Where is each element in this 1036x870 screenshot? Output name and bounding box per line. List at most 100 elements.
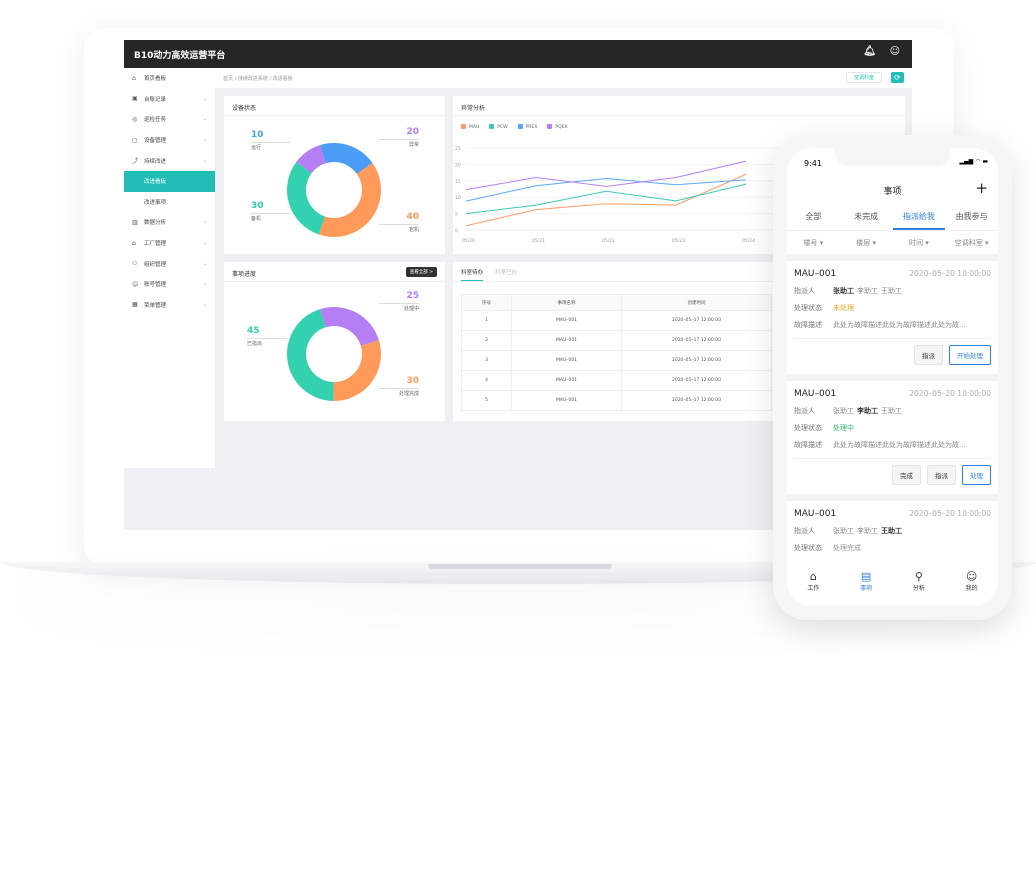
sidebar-item-label: 组织管理 — [144, 261, 167, 268]
sidebar-item[interactable]: ▦ 菜单管理 ⌄ — [124, 295, 215, 316]
dept-button[interactable]: 空调科室 — [845, 72, 882, 83]
filter-dropdown[interactable]: 空调科室 ▾ — [954, 239, 989, 247]
bell-icon[interactable]: 🔔︎ — [863, 46, 876, 57]
donut-value: 20 — [406, 127, 419, 137]
table-row[interactable]: 5 MAU–001 2020–05–17 12:00:00 — [461, 390, 772, 411]
top-bar: B10动力高效运营平台 🔔︎ ☺ — [124, 40, 912, 68]
sidebar-item-label: 改进看板 — [144, 179, 167, 186]
status-icons: ▂▄▆ ◠ ▬ — [959, 158, 988, 165]
sidebar-item[interactable]: ☺ 账号管理 ⌄ — [124, 274, 215, 295]
filter-dropdown[interactable]: 楼号 ▾ — [803, 239, 824, 247]
sidebar-item[interactable]: ▥ 数据分析 ⌄ — [124, 212, 215, 233]
add-icon[interactable]: + — [975, 179, 988, 197]
sidebar-item[interactable]: ⌂ 首页看板 — [124, 68, 215, 89]
table-row[interactable]: 3 MAU–001 2020–05–17 12:00:00 — [461, 350, 772, 371]
chevron-down-icon: ⌄ — [202, 240, 207, 247]
sidebar-item[interactable]: 改进看板 — [124, 170, 215, 192]
chevron-down-icon: ⌄ — [202, 137, 207, 144]
donut-slice-备机[interactable] — [287, 161, 325, 235]
sidebar-item-icon: ☺ — [132, 280, 139, 288]
legend-item[interactable]: PREX — [517, 124, 537, 130]
app-title: B10动力高效运营平台 — [134, 51, 226, 61]
chevron-down-icon: ⌄ — [202, 219, 207, 226]
breadcrumb[interactable]: 首页 / 持续改进系统 / 改进看板 — [223, 76, 293, 82]
nav-item-我的[interactable]: ☺ 我的 — [945, 564, 998, 606]
todo-table: 序号 事项名称 创建时间 1 MAU–001 2020–05–17 12:00:00… — [461, 294, 772, 411]
phone-screen: 9:41 ▂▄▆ ◠ ▬ 事项 + 全部 未完成 指派给我 由我参与 楼号 ▾ 楼层 ▾… — [787, 148, 998, 606]
action-button[interactable]: 完成 — [892, 465, 921, 485]
legend-swatch — [517, 124, 523, 129]
table-cell: MAU–001 — [511, 310, 622, 331]
leader-line — [379, 224, 419, 225]
table-row[interactable]: 2 MAU–001 2020–05–17 12:00:00 — [461, 330, 772, 351]
donut-label: 处理中 — [403, 306, 419, 312]
table-cell: 5 — [461, 390, 512, 411]
task-card[interactable]: MAU–001 2020–05–20 10:00:00 指派人 张助工 李助工 王助工 处理… — [787, 261, 998, 374]
filter-dropdown[interactable]: 时间 ▾ — [909, 239, 929, 247]
donut-slice-处理中[interactable] — [320, 307, 379, 346]
phone-tab[interactable]: 由我参与 — [955, 212, 988, 221]
legend-item[interactable]: MAU — [461, 124, 479, 130]
table-row[interactable]: 4 MAU–001 2020–05–17 12:00:00 — [461, 370, 772, 391]
donut-slice-运行[interactable] — [296, 145, 326, 174]
donut-slice-异常[interactable] — [320, 143, 373, 174]
action-button[interactable]: 指派 — [914, 345, 943, 365]
donut-slice-处理完成[interactable] — [333, 340, 381, 401]
leader-line — [247, 338, 287, 339]
phone-tab[interactable]: 指派给我 — [892, 206, 946, 230]
sidebar-item[interactable]: ◎ 巡检任务 ⌄ — [124, 109, 215, 130]
task-id: MAU–001 — [794, 389, 837, 399]
table-cell: 2 — [461, 330, 512, 351]
device-status-card: 设备状态 10 运行 20 异常 30 备机 40 宕机 — [224, 96, 445, 254]
sidebar-item[interactable]: ⤴ 持续改进 ⌄ — [124, 150, 215, 171]
x-tick-label: 05/24 — [742, 238, 755, 244]
action-button[interactable]: 处理 — [962, 465, 991, 485]
tab-dept-done[interactable]: 科室已办 — [495, 270, 518, 276]
task-card[interactable]: MAU–001 2020–05–20 10:00:00 指派人 张助工 李助工 王助工 处理… — [787, 381, 998, 494]
table-cell: 2020–05–17 12:00:00 — [621, 310, 772, 331]
sidebar-item[interactable]: ⚇ 组织管理 ⌄ — [124, 253, 215, 274]
action-button[interactable]: 指派 — [927, 465, 956, 485]
status-value: 处理中 — [833, 424, 854, 432]
assignee-name: 李助工 — [857, 527, 878, 535]
leader-line — [251, 142, 291, 143]
phone-tab[interactable]: 全部 — [805, 212, 822, 221]
task-card[interactable]: MAU–001 2020–05–20 10:00:00 指派人 张助工 李助工 王助工 处理… — [787, 501, 998, 564]
phone-title: 事项 — [883, 187, 902, 197]
sidebar-item-label: 账号管理 — [144, 282, 167, 289]
user-icon[interactable]: ☺ — [889, 46, 900, 57]
donut-label: 已指派 — [247, 341, 263, 347]
y-tick-label: 10 — [455, 195, 461, 201]
nav-item-工作[interactable]: ⌂ 工作 — [787, 564, 840, 606]
donut-label: 处理完成 — [398, 391, 419, 397]
legend-item[interactable]: PCW — [489, 124, 508, 130]
desc-value: 此处为故障描述此处为故障描述此处为故... — [833, 441, 966, 449]
table-row[interactable]: 1 MAU–001 2020–05–17 12:00:00 — [461, 310, 772, 331]
progress-card: 事项进度 查看全部 > 25 处理中 45 已指派 30 处理完成 — [224, 262, 445, 421]
donut-slice-宕机[interactable] — [318, 162, 381, 237]
filter-dropdown[interactable]: 楼层 ▾ — [856, 239, 876, 247]
laptop-notch — [428, 564, 612, 569]
legend-item[interactable]: PQEX — [547, 124, 568, 130]
nav-item-分析[interactable]: ⚲ 分析 — [893, 564, 946, 606]
tab-dept-todo[interactable]: 科室待办 — [461, 268, 484, 281]
sidebar-item[interactable]: ▢ 设备管理 ⌄ — [124, 130, 215, 151]
y-tick-label: 20 — [455, 162, 461, 168]
sidebar-item[interactable]: ⌂ 工厂管理 ⌄ — [124, 233, 215, 254]
assignee-name: 李助工 — [857, 287, 878, 295]
view-all-button[interactable]: 查看全部 > — [405, 267, 437, 277]
sidebar-item-icon: ⤴ — [132, 158, 139, 166]
phone-tab[interactable]: 未完成 — [854, 212, 879, 221]
chevron-down-icon: ⌄ — [202, 95, 207, 102]
refresh-icon[interactable]: ⟳ — [891, 72, 904, 83]
sidebar-item[interactable]: ▣ 台账记录 ⌄ — [124, 89, 215, 110]
series-line-PREX — [465, 178, 747, 202]
legend-swatch — [547, 124, 553, 129]
sidebar-item[interactable]: 改进事项 — [124, 192, 215, 213]
chevron-down-icon: ⌄ — [202, 281, 207, 288]
legend-swatch — [489, 124, 495, 129]
y-tick-label: 5 — [455, 212, 458, 218]
nav-item-事项[interactable]: ▤ 事项 — [840, 564, 893, 606]
action-button[interactable]: 开始处理 — [949, 345, 991, 365]
donut-slice-已指派[interactable] — [287, 309, 334, 401]
